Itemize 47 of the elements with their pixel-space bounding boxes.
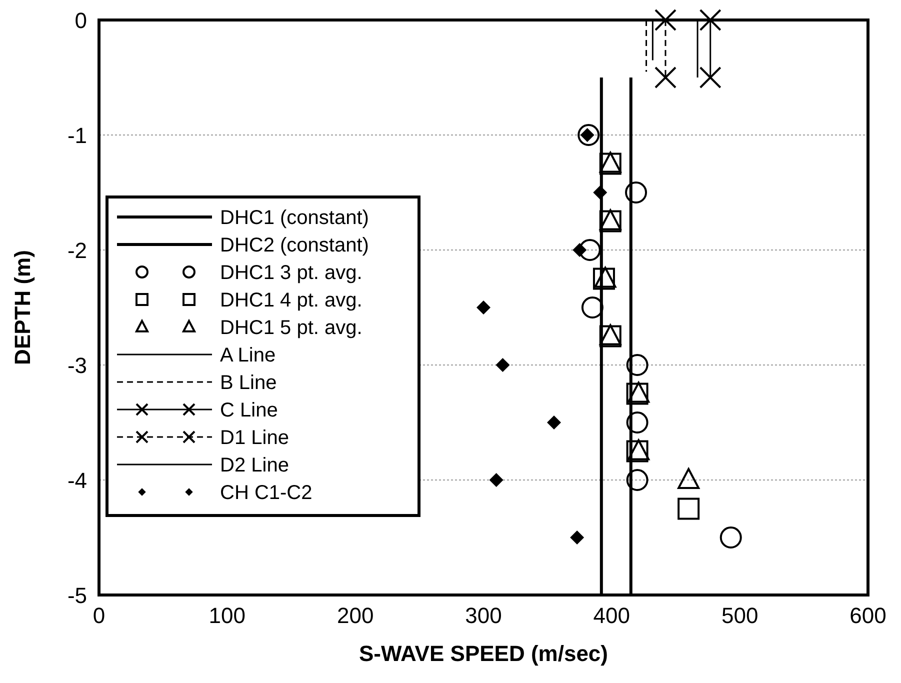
x-tick-label: 400 <box>593 603 630 628</box>
legend-label: DHC1 (constant) <box>220 207 369 229</box>
point <box>546 416 561 430</box>
point <box>578 124 600 146</box>
point <box>626 354 648 376</box>
x-tick-label: 300 <box>465 603 502 628</box>
legend-label: D2 Line <box>220 454 289 476</box>
point <box>489 473 504 487</box>
point <box>496 358 510 372</box>
x-tick-label: 600 <box>850 603 886 628</box>
point <box>654 66 676 88</box>
x-tick-label: 500 <box>721 603 758 628</box>
x-tick-label: 0 <box>92 603 106 628</box>
legend-label: DHC1 3 pt. avg. <box>220 262 362 284</box>
legend-label: A Line <box>220 344 276 366</box>
point <box>581 296 604 318</box>
legend-label: DHC1 4 pt. avg. <box>220 290 362 312</box>
x-tick-label: 200 <box>336 603 374 628</box>
point <box>678 498 700 520</box>
point <box>626 412 648 434</box>
point <box>593 186 608 200</box>
legend-label: CH C1-C2 <box>220 482 312 504</box>
legend-label: DHC1 5 pt. avg. <box>220 317 362 339</box>
x-axis-title: S-WAVE SPEED (m/sec) <box>359 641 608 666</box>
point <box>476 300 490 314</box>
legend-label: D1 Line <box>220 427 289 449</box>
legend-label: DHC2 (constant) <box>220 234 369 256</box>
point <box>625 182 648 204</box>
point <box>699 9 722 31</box>
point <box>654 9 676 31</box>
point <box>720 526 742 548</box>
legend-label: B Line <box>220 372 277 394</box>
y-tick-label: -2 <box>67 238 87 263</box>
point <box>570 530 584 544</box>
y-tick-label: -3 <box>67 353 87 378</box>
y-tick-label: -5 <box>67 583 87 608</box>
y-tick-label: -1 <box>67 123 87 148</box>
legend-label: C Line <box>220 400 278 422</box>
x-tick-label: 100 <box>208 603 246 628</box>
point <box>578 239 601 261</box>
y-axis-title: DEPTH (m) <box>10 250 35 365</box>
point <box>572 243 587 257</box>
point <box>678 468 700 489</box>
y-tick-label: 0 <box>74 8 87 33</box>
y-tick-label: -4 <box>67 468 87 493</box>
point <box>699 66 722 88</box>
point <box>626 469 648 491</box>
